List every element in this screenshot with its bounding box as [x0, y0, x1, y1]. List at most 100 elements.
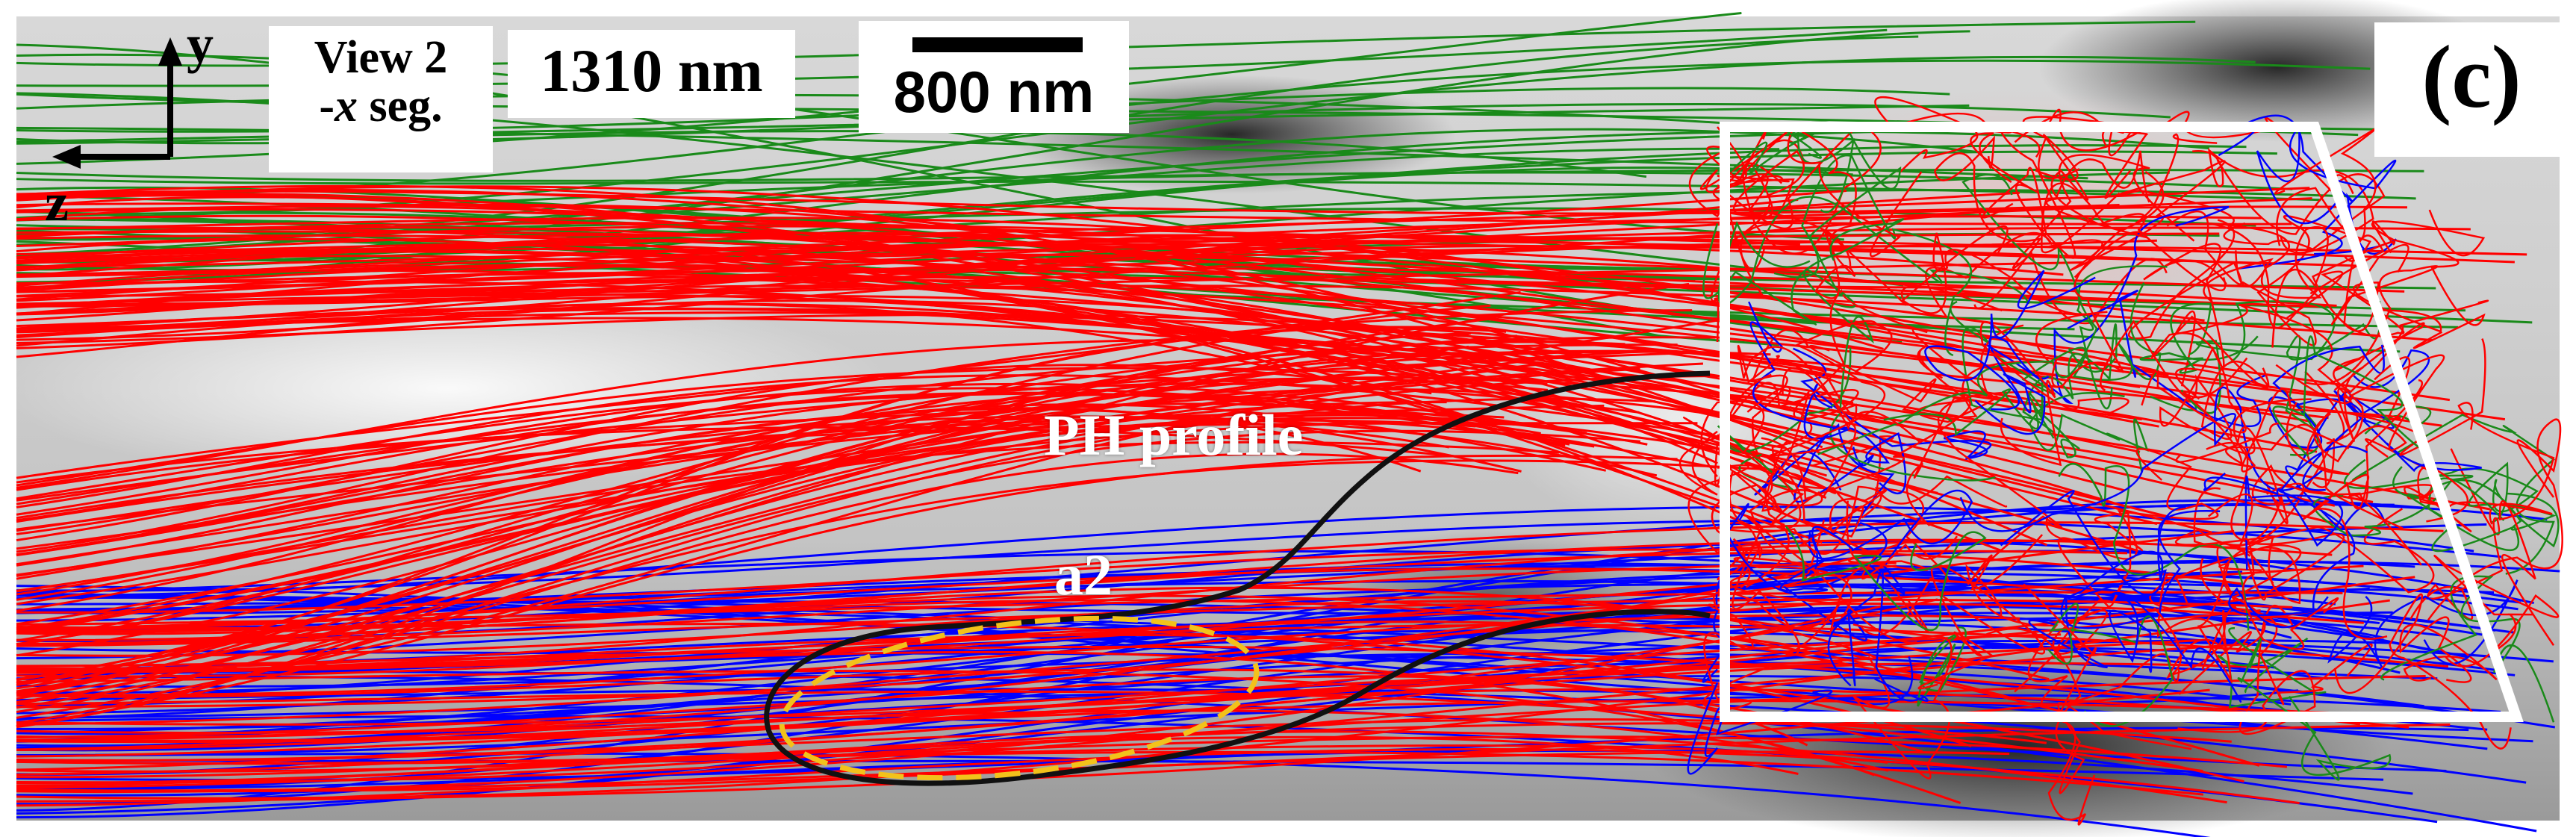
field-line [1702, 218, 1905, 326]
field-line [16, 249, 1834, 484]
field-line [2301, 474, 2388, 640]
ph-profile-label: PH profile [1044, 402, 1304, 467]
field-line [1827, 569, 1929, 702]
field-line [2286, 220, 2405, 337]
field-line [2174, 482, 2305, 605]
field-line [16, 521, 2444, 631]
field-line [2182, 357, 2404, 529]
field-line [16, 202, 2292, 225]
field-line [16, 290, 1521, 479]
field-line [2274, 125, 2379, 246]
field-line [16, 623, 2449, 671]
field-line [16, 426, 1455, 484]
field-line [16, 645, 2361, 726]
field-line [2216, 159, 2386, 251]
field-line [2427, 418, 2563, 621]
field-line [2099, 320, 2271, 441]
field-line [1770, 320, 1893, 457]
field-line [2047, 603, 2174, 727]
field-line [16, 560, 2560, 741]
field-line [16, 299, 2124, 508]
field-line [16, 750, 2010, 792]
field-line [2041, 133, 2218, 254]
field-line [1805, 489, 1973, 594]
field-line [2023, 583, 2097, 826]
field-line [2399, 616, 2498, 683]
field-line [2028, 510, 2221, 669]
field-line [2207, 493, 2339, 650]
field-line [2333, 349, 2482, 473]
field-line [16, 214, 2264, 306]
field-line [2045, 150, 2150, 279]
field-line [16, 304, 1491, 630]
field-line [1700, 400, 1837, 588]
field-line [16, 234, 2451, 402]
field-line [2051, 170, 2165, 388]
field-line [16, 661, 1843, 735]
field-line [16, 562, 2384, 639]
field-line [1792, 347, 1992, 460]
field-line [1746, 288, 1998, 413]
field-line [2409, 448, 2504, 620]
field-line [16, 374, 1727, 693]
field-line [1712, 178, 1795, 301]
field-line [2216, 508, 2435, 601]
field-line [2280, 300, 2381, 456]
field-line [1702, 603, 1771, 711]
field-line [16, 351, 1713, 502]
field-line [16, 404, 1605, 523]
field-line [16, 340, 1625, 642]
field-line [16, 749, 2413, 795]
field-line [2153, 607, 2228, 682]
field-line [2149, 544, 2302, 695]
field-line [16, 700, 2402, 758]
field-line [16, 416, 1658, 557]
field-line [16, 234, 2506, 421]
ph-profile-outline [764, 370, 1711, 786]
field-line [1713, 538, 1842, 629]
zoom-frame [1720, 122, 2524, 722]
field-line [16, 382, 1587, 516]
depth-label: 1310 nm [508, 30, 795, 118]
field-line [16, 622, 2244, 783]
field-line [2067, 290, 2265, 428]
field-line [2109, 591, 2242, 703]
field-line [2048, 160, 2235, 272]
field-line [2352, 414, 2556, 575]
field-line [1737, 344, 1920, 443]
field-line [1748, 301, 1850, 440]
axis-triad [52, 37, 182, 169]
field-line [16, 309, 1693, 553]
field-line [1785, 526, 1987, 632]
field-line [1859, 475, 2008, 636]
field-line [16, 339, 1567, 489]
field-line [1901, 225, 2100, 316]
field-line [16, 599, 2260, 767]
field-line [2305, 243, 2439, 385]
field-line [1793, 426, 1907, 503]
field-line [2343, 458, 2560, 548]
field-line [2433, 554, 2560, 668]
field-line [16, 382, 1640, 556]
field-line [2207, 222, 2320, 329]
field-line [1761, 453, 1888, 547]
field-line [2333, 593, 2512, 750]
field-line [2014, 111, 2135, 180]
field-line [16, 690, 2203, 773]
z-axis-label: z [45, 172, 69, 232]
field-line [16, 519, 2501, 592]
field-line [2380, 575, 2555, 723]
field-line [16, 735, 2288, 773]
panel-label: (c) [2374, 22, 2569, 157]
field-line [16, 609, 2261, 762]
field-line [1934, 135, 2043, 310]
a2-dashed-region [779, 615, 1260, 781]
field-line [16, 217, 2401, 353]
field-line [1761, 397, 1971, 527]
field-line [2371, 209, 2486, 349]
field-line [2203, 225, 2329, 348]
field-line [1950, 300, 2055, 439]
field-line [2022, 323, 2118, 435]
